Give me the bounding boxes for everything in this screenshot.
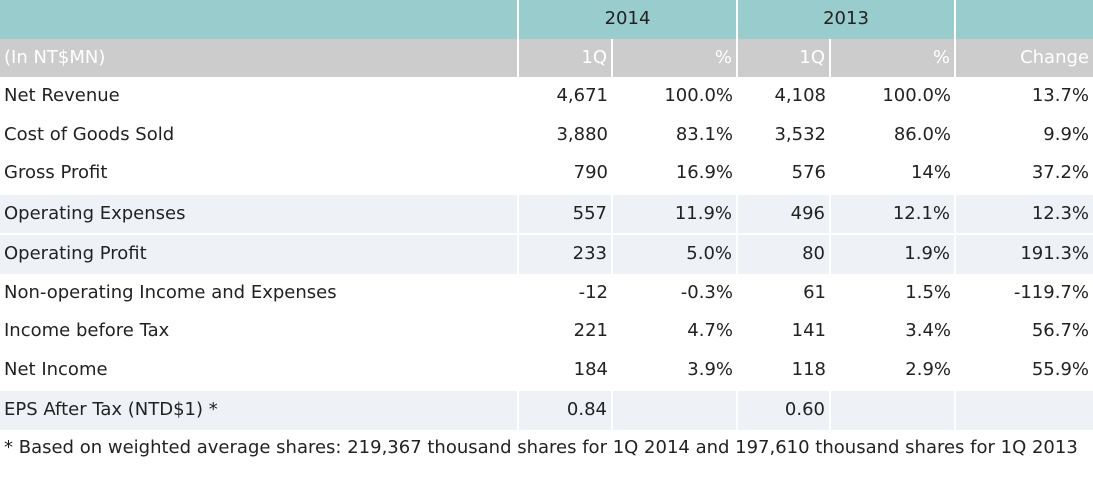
cell-pct-2014: 83.1% [675,123,733,145]
row-label: Net Income [4,358,108,380]
cell-1q-2014: 233 [518,233,613,274]
cell-pct-2013: 3.4% [905,320,951,341]
cell-pct-2014: -0.3% [680,281,733,303]
row-label: Non-operating Income and Expenses [4,281,337,303]
cell-change: 56.7% [1031,320,1089,341]
table-row: EPS After Tax (NTD$1) * 0.84 0.60 [0,389,1093,430]
table-row: Operating Profit 233 5.0% 80 1.9% 191.3% [0,233,1093,274]
table-row: Non-operating Income and Expenses -12 -0… [0,274,1093,313]
row-label: Gross Profit [4,162,108,183]
cell-1q-2013: 0.60 [737,389,831,430]
col-change-header: Change [955,38,1093,77]
cell-pct-2013: 1.5% [905,281,951,303]
cell-change: 12.3% [955,192,1093,234]
cell-change [955,389,1093,430]
cell-change: 191.3% [955,233,1093,274]
cell-change: 55.9% [1031,358,1089,380]
cell-1q-2013: 576 [791,162,826,183]
cell-pct-2013: 1.9% [830,233,956,274]
col-1q-2013-header: 1Q [737,38,831,77]
cell-1q-2013: 3,532 [774,123,826,145]
year-header-row: 2014 2013 [0,0,1093,39]
table-row: Net Revenue 4,671 100.0% 4,108 100.0% 13… [0,77,1093,116]
table-row: Cost of Goods Sold 3,880 83.1% 3,532 86.… [0,116,1093,155]
cell-pct-2014: 5.0% [612,233,738,274]
row-label: EPS After Tax (NTD$1) * [0,389,519,430]
year-2013-header: 2013 [737,0,956,39]
table-row: Income before Tax 221 4.7% 141 3.4% 56.7… [0,312,1093,351]
row-label: Operating Profit [0,233,519,274]
cell-1q-2014: 790 [573,162,608,183]
cell-1q-2013: 80 [737,233,831,274]
cell-pct-2014: 4.7% [687,320,733,341]
cell-1q-2013: 496 [737,192,831,234]
row-label: Net Revenue [4,85,120,106]
cell-pct-2013: 100.0% [882,85,951,106]
footnote: * Based on weighted average shares: 219,… [4,436,1078,458]
row-label: Cost of Goods Sold [4,123,175,145]
cell-1q-2014: 184 [573,358,608,380]
cell-pct-2014: 3.9% [687,358,733,380]
column-header-row: (In NT$MN) 1Q % 1Q % Change [0,38,1093,77]
cell-1q-2014: 4,671 [556,85,608,106]
row-label: Operating Expenses [0,192,519,234]
cell-1q-2013: 118 [791,358,826,380]
cell-pct-2013: 12.1% [830,192,956,234]
cell-1q-2014: 221 [573,320,608,341]
income-statement-table: 2014 2013 (In NT$MN) 1Q % 1Q % Change Ne… [0,0,1093,430]
cell-1q-2014: -12 [578,281,608,303]
cell-pct-2013: 86.0% [893,123,951,145]
cell-pct-2013 [830,389,956,430]
cell-1q-2014: 557 [518,192,613,234]
table-row: Net Income 184 3.9% 118 2.9% 55.9% [0,351,1093,391]
cell-1q-2013: 61 [803,281,826,303]
cell-pct-2013: 2.9% [905,358,951,380]
table-row: Gross Profit 790 16.9% 576 14% 37.2% [0,154,1093,194]
col-pct-2013-header: % [830,38,956,77]
cell-change: 13.7% [1031,85,1089,106]
year-2014-header: 2014 [518,0,738,39]
cell-pct-2013: 14% [910,162,951,183]
cell-change: -119.7% [1013,281,1089,303]
unit-header: (In NT$MN) [0,38,519,77]
cell-1q-2014: 0.84 [518,389,613,430]
change-blank-header [955,0,1093,39]
cell-pct-2014: 100.0% [664,85,733,106]
cell-change: 9.9% [1043,123,1089,145]
table-row: Operating Expenses 557 11.9% 496 12.1% 1… [0,192,1093,234]
cell-pct-2014: 16.9% [675,162,733,183]
col-1q-2014-header: 1Q [518,38,613,77]
row-label: Income before Tax [4,320,170,341]
col-pct-2014-header: % [612,38,738,77]
cell-change: 37.2% [1031,162,1089,183]
cell-pct-2014 [612,389,738,430]
cell-1q-2013: 4,108 [774,85,826,106]
cell-pct-2014: 11.9% [612,192,738,234]
header-blank-cell [0,0,519,39]
cell-1q-2013: 141 [791,320,826,341]
cell-1q-2014: 3,880 [556,123,608,145]
